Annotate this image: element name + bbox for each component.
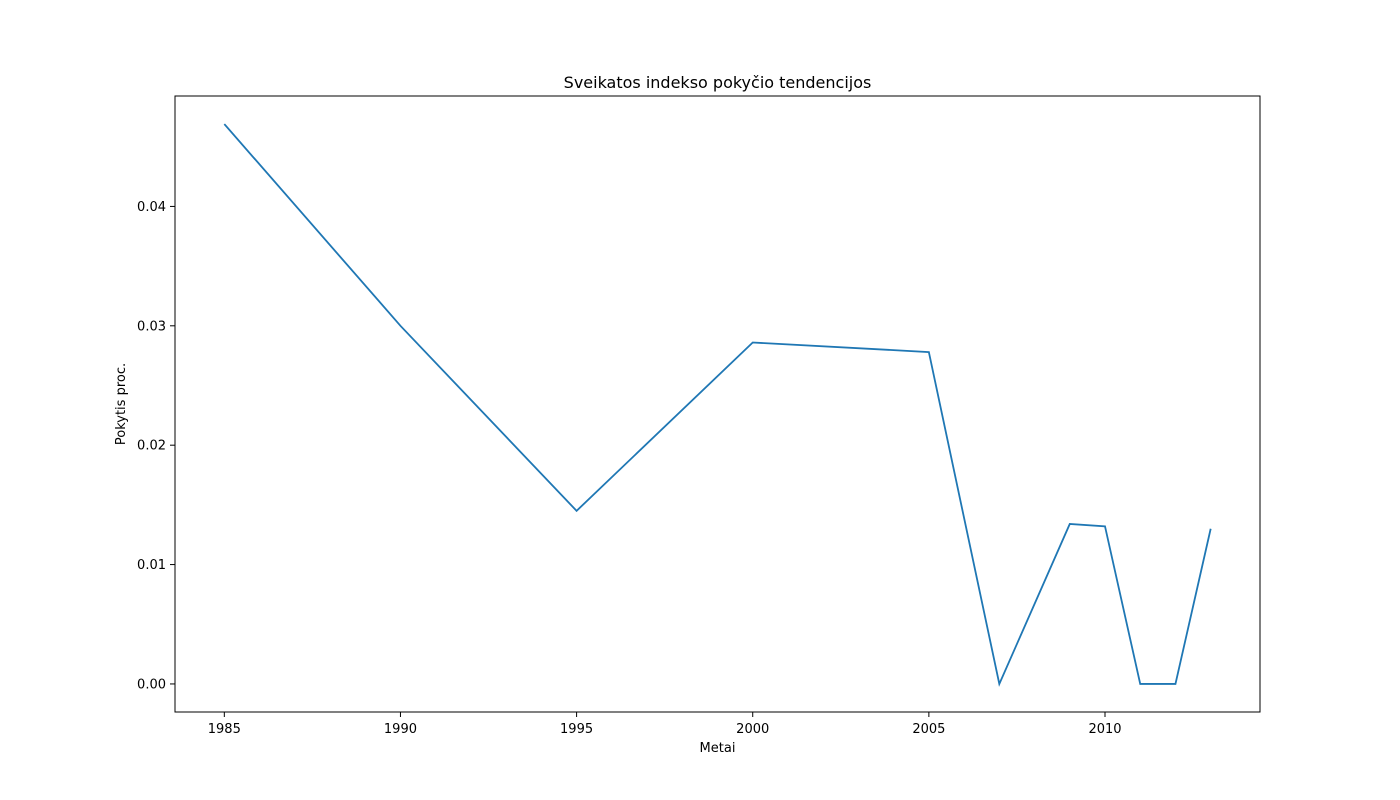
chart-title: Sveikatos indekso pokyčio tendencijos (564, 73, 872, 92)
x-tick-label: 1995 (560, 722, 593, 737)
y-tick-label: 0.00 (137, 677, 166, 692)
x-axis-ticks: 1985 1990 1995 2000 2005 2010 (208, 712, 1122, 737)
plot-frame (174, 95, 1261, 713)
y-tick-label: 0.02 (137, 439, 166, 454)
plot-area (223, 123, 1212, 687)
y-axis-ticks: 0.00 0.01 0.02 0.03 0.04 (137, 200, 175, 692)
x-axis-label: Metai (700, 741, 736, 756)
x-tick-label: 1985 (208, 722, 241, 737)
y-tick-label: 0.04 (137, 200, 166, 215)
x-tick-label: 2005 (912, 722, 945, 737)
y-axis-label: Pokytis proc. (114, 363, 129, 445)
x-tick-label: 2000 (736, 722, 769, 737)
series-line-0 (223, 123, 1212, 687)
y-tick-label: 0.03 (137, 319, 166, 334)
y-tick-label: 0.01 (137, 558, 166, 573)
x-tick-label: 2010 (1088, 722, 1121, 737)
x-tick-label: 1990 (384, 722, 417, 737)
